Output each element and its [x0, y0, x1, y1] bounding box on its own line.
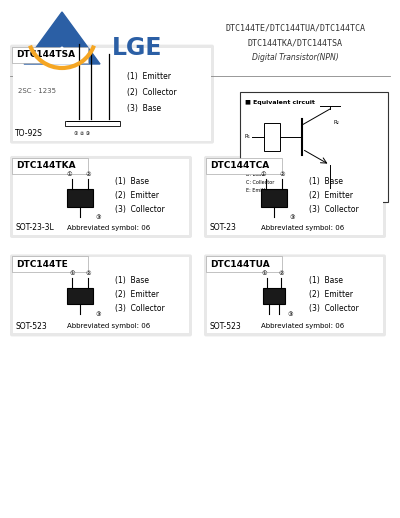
Bar	[12, 158, 88, 174]
Bar	[67, 189, 93, 207]
Text: ②: ②	[85, 271, 91, 277]
FancyBboxPatch shape	[204, 254, 386, 336]
Bar	[65, 121, 120, 126]
Text: DTC144TE: DTC144TE	[16, 260, 68, 269]
Text: (3)  Collector: (3) Collector	[309, 304, 359, 313]
Text: 2SC · 1235: 2SC · 1235	[18, 88, 56, 94]
Text: (1)  Base: (1) Base	[309, 178, 343, 186]
Text: Abbreviated symbol: 06: Abbreviated symbol: 06	[261, 225, 344, 231]
Text: B: Base: B: Base	[246, 172, 264, 177]
Text: (2)  Emitter: (2) Emitter	[115, 290, 159, 299]
Bar	[12, 47, 88, 63]
Text: (3)  Base: (3) Base	[127, 104, 161, 113]
Text: DTC144TUA: DTC144TUA	[210, 260, 270, 269]
Text: TO-92S: TO-92S	[15, 129, 43, 138]
FancyBboxPatch shape	[207, 159, 383, 235]
Text: ②: ②	[85, 172, 91, 177]
Bar	[12, 256, 88, 272]
Text: ①: ①	[261, 271, 267, 277]
Text: (2)  Emitter: (2) Emitter	[115, 192, 159, 200]
Polygon shape	[47, 47, 77, 64]
Text: (3)  Collector: (3) Collector	[115, 206, 165, 214]
Text: LGE: LGE	[112, 36, 162, 60]
Text: (1)  Base: (1) Base	[115, 178, 149, 186]
Text: ①: ①	[66, 172, 72, 177]
FancyBboxPatch shape	[10, 45, 214, 143]
Text: (2)  Emitter: (2) Emitter	[309, 290, 353, 299]
Bar	[263, 289, 285, 305]
Text: R₂: R₂	[333, 120, 339, 124]
Text: ②: ②	[279, 172, 285, 177]
Bar	[261, 189, 287, 207]
Text: (1)  Base: (1) Base	[115, 276, 149, 285]
Text: (2)  Collector: (2) Collector	[127, 88, 177, 97]
Text: ③: ③	[288, 312, 294, 318]
Text: DTC144TCA: DTC144TCA	[210, 162, 269, 170]
Text: SOT-523: SOT-523	[15, 322, 47, 331]
Text: SOT-23-3L: SOT-23-3L	[15, 223, 54, 233]
Text: SOT-523: SOT-523	[209, 322, 241, 331]
Text: Abbreviated symbol: 06: Abbreviated symbol: 06	[67, 323, 150, 329]
FancyBboxPatch shape	[10, 156, 192, 238]
Text: ①: ①	[69, 271, 75, 277]
Bar	[206, 256, 282, 272]
FancyBboxPatch shape	[13, 257, 189, 334]
Text: ②: ②	[278, 271, 284, 277]
Text: Digital Transistor(NPN): Digital Transistor(NPN)	[252, 52, 338, 62]
Text: ■ Equivalent circuit: ■ Equivalent circuit	[245, 100, 315, 105]
Text: DTC144TE/DTC144TUA/DTC144TCA: DTC144TE/DTC144TUA/DTC144TCA	[225, 23, 365, 33]
Bar	[206, 158, 282, 174]
Text: (1)  Emitter: (1) Emitter	[127, 72, 171, 81]
Bar	[67, 289, 93, 305]
FancyBboxPatch shape	[204, 156, 386, 238]
Text: Abbreviated symbol: 06: Abbreviated symbol: 06	[261, 323, 344, 329]
Text: ③: ③	[96, 215, 102, 220]
Text: ①: ①	[260, 172, 266, 177]
Text: C: Collector: C: Collector	[246, 180, 274, 185]
Text: (2)  Emitter: (2) Emitter	[309, 192, 353, 200]
Text: R₁: R₁	[244, 135, 250, 139]
Text: (1)  Base: (1) Base	[309, 276, 343, 285]
Bar	[264, 123, 280, 151]
Text: ① ② ③: ① ② ③	[74, 131, 90, 136]
Text: SOT-23: SOT-23	[209, 223, 236, 233]
Text: DTC144TKA: DTC144TKA	[16, 162, 76, 170]
Text: (3)  Collector: (3) Collector	[115, 304, 165, 313]
FancyBboxPatch shape	[10, 254, 192, 336]
Text: DTC144TKA/DTC144TSA: DTC144TKA/DTC144TSA	[248, 38, 342, 48]
FancyBboxPatch shape	[13, 159, 189, 235]
FancyBboxPatch shape	[13, 48, 211, 140]
Text: DTC144TSA: DTC144TSA	[16, 50, 75, 59]
Polygon shape	[24, 12, 100, 64]
Text: ③: ③	[290, 215, 296, 220]
FancyBboxPatch shape	[207, 257, 383, 334]
Text: E: Emitter: E: Emitter	[246, 188, 271, 193]
Text: (3)  Collector: (3) Collector	[309, 206, 359, 214]
Text: Abbreviated symbol: 06: Abbreviated symbol: 06	[67, 225, 150, 231]
Text: ③: ③	[96, 312, 102, 318]
Bar	[240, 92, 388, 202]
